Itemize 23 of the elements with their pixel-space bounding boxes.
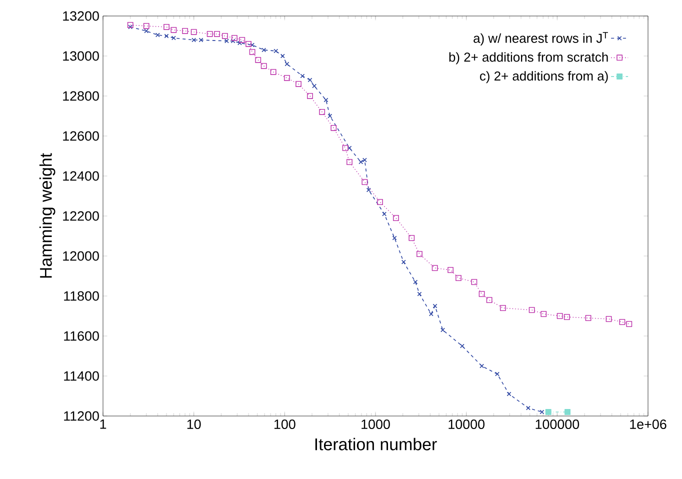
y-tick-label: 12600 — [63, 131, 99, 141]
legend-label: c) 2+ additions from a) — [480, 71, 608, 84]
x-tick-label: 10 — [187, 420, 201, 430]
legend-label: a) w/ nearest rows in J$^{T}$ — [474, 32, 608, 46]
x-tick-label: 1000 — [362, 420, 390, 430]
y-tick-label: 12800 — [63, 91, 99, 101]
y-tick-label: 12000 — [63, 251, 99, 261]
y-tick-label: 11200 — [64, 411, 99, 421]
x-tick-label: 1e+06 — [630, 420, 666, 430]
x-tick-label: 1 — [100, 420, 106, 429]
y-axis-title: Hamming weight — [39, 153, 56, 278]
x-tick-label: 100000 — [536, 420, 580, 430]
y-tick-label: 13000 — [63, 51, 99, 61]
y-tick-label: 11600 — [64, 331, 99, 341]
y-tick-label: 13200 — [63, 11, 99, 21]
y-tick-label: 11400 — [64, 371, 99, 381]
x-tick-label: 10000 — [448, 420, 485, 430]
y-tick-label: 12200 — [63, 211, 99, 221]
y-tick-label: 12400 — [63, 171, 99, 181]
x-axis-title: Iteration number — [315, 438, 437, 450]
x-tick-label: 100 — [274, 420, 296, 430]
legend-label: b) 2+ additions from scratch — [449, 52, 608, 64]
y-tick-label: 11800 — [64, 291, 99, 301]
